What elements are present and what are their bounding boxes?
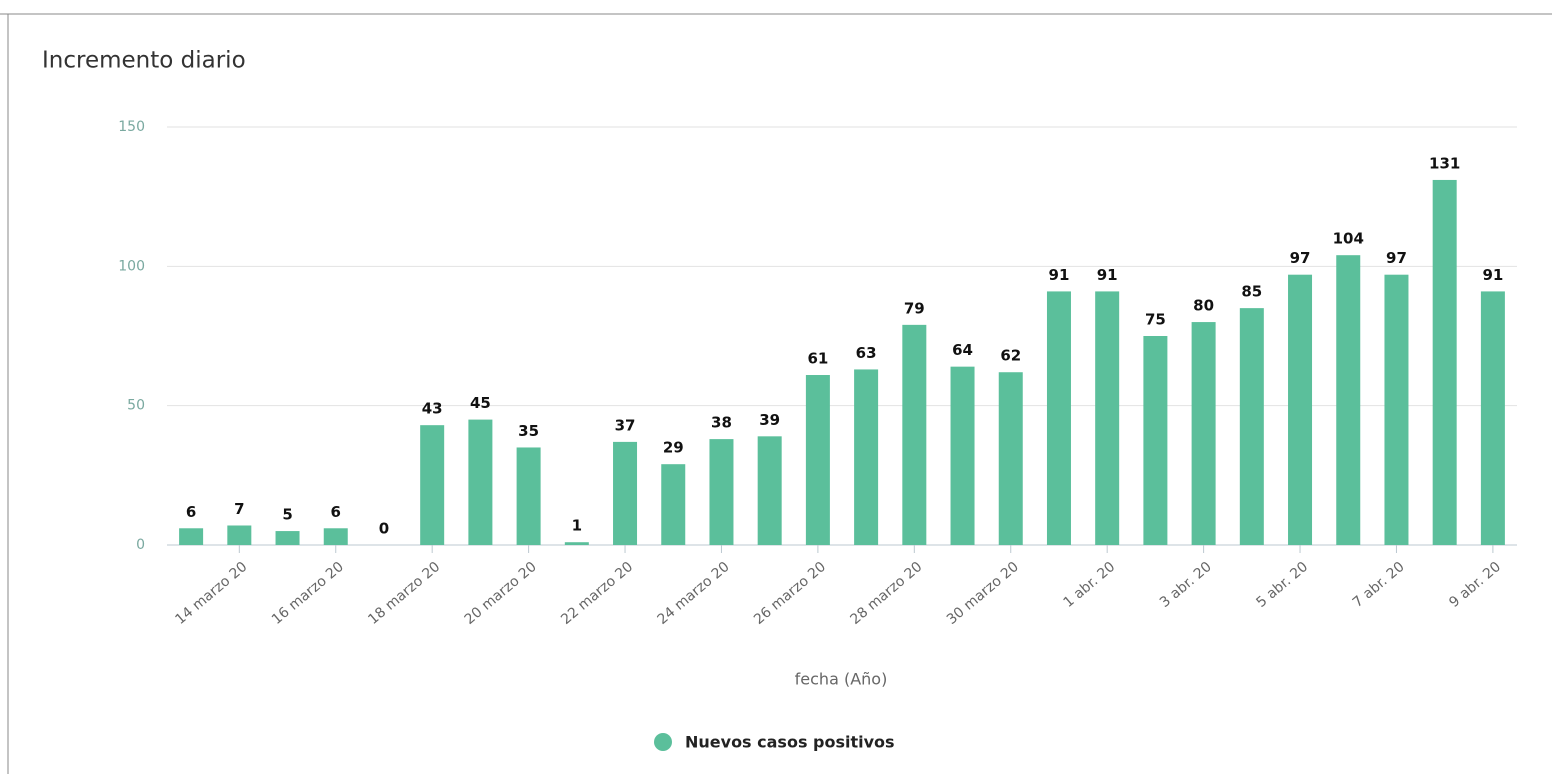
x-tick-label: 7 abr. 20: [1350, 559, 1408, 611]
data-label: 5: [282, 506, 292, 524]
data-label: 1: [572, 517, 582, 535]
bar: [564, 542, 589, 545]
y-tick-label: 100: [118, 258, 145, 274]
x-tick-label: 22 marzo 20: [558, 559, 636, 628]
data-label: 29: [663, 439, 684, 457]
data-label: 91: [1049, 266, 1070, 284]
x-tick-label: 28 marzo 20: [847, 559, 925, 628]
bar: [1336, 255, 1361, 546]
x-tick-label: 30 marzo 20: [944, 559, 1022, 628]
data-label: 62: [1000, 347, 1021, 365]
legend-marker: [654, 733, 672, 751]
y-tick-label: 0: [136, 537, 145, 553]
data-label: 61: [807, 350, 828, 368]
data-label: 0: [379, 520, 389, 538]
data-label: 43: [422, 400, 443, 418]
x-tick-label: 5 abr. 20: [1253, 559, 1311, 611]
bar: [1191, 322, 1216, 545]
x-tick-label: 1 abr. 20: [1061, 559, 1119, 611]
data-label: 37: [615, 416, 636, 434]
bar: [1095, 291, 1120, 545]
legend-label: Nuevos casos positivos: [685, 733, 895, 752]
bar: [902, 324, 927, 545]
bar: [661, 464, 686, 545]
data-label: 39: [759, 411, 780, 429]
data-label: 97: [1290, 249, 1311, 267]
data-label: 75: [1145, 311, 1166, 329]
bar: [805, 375, 830, 545]
x-tick-label: 24 marzo 20: [655, 559, 733, 628]
data-label: 45: [470, 394, 491, 412]
x-tick-label: 3 abr. 20: [1157, 559, 1215, 611]
bar: [998, 372, 1023, 545]
x-tick-label: 20 marzo 20: [462, 559, 540, 628]
data-label: 91: [1482, 266, 1503, 284]
data-label: 79: [904, 299, 925, 317]
data-label: 6: [331, 503, 341, 521]
data-label: 64: [952, 341, 973, 359]
x-tick-label: 9 abr. 20: [1446, 559, 1504, 611]
bar: [1384, 274, 1409, 545]
data-label: 85: [1241, 283, 1262, 301]
chart-title: Incremento diario: [42, 48, 246, 74]
bar: [757, 436, 782, 545]
data-label: 38: [711, 414, 732, 432]
bar: [420, 425, 445, 545]
data-label: 7: [234, 500, 244, 518]
bar: [613, 441, 638, 545]
data-label: 63: [856, 344, 877, 362]
data-label: 97: [1386, 249, 1407, 267]
bar: [1239, 308, 1264, 545]
y-tick-label: 150: [118, 119, 145, 135]
bar: [854, 369, 879, 545]
bar: [179, 528, 204, 545]
data-label: 35: [518, 422, 539, 440]
bar: [516, 447, 541, 545]
x-axis-label: fecha (Año): [795, 670, 888, 689]
bar: [709, 439, 734, 545]
bar: [227, 525, 252, 545]
data-label: 6: [186, 503, 196, 521]
bar: [323, 528, 348, 545]
data-label: 91: [1097, 266, 1118, 284]
data-label: 80: [1193, 297, 1214, 315]
x-tick-label: 26 marzo 20: [751, 559, 829, 628]
bar: [1288, 274, 1313, 545]
bar: [275, 531, 300, 545]
y-tick-label: 50: [127, 398, 145, 414]
bar: [950, 366, 975, 545]
x-tick-label: 14 marzo 20: [172, 559, 250, 628]
bar: [1480, 291, 1505, 545]
bar: [1432, 179, 1457, 546]
x-tick-label: 16 marzo 20: [269, 559, 347, 628]
data-label: 131: [1429, 154, 1460, 172]
bar: [1143, 336, 1168, 545]
data-label: 104: [1333, 230, 1364, 248]
bar: [468, 419, 493, 545]
bar: [1046, 291, 1071, 545]
x-tick-label: 18 marzo 20: [365, 559, 443, 628]
